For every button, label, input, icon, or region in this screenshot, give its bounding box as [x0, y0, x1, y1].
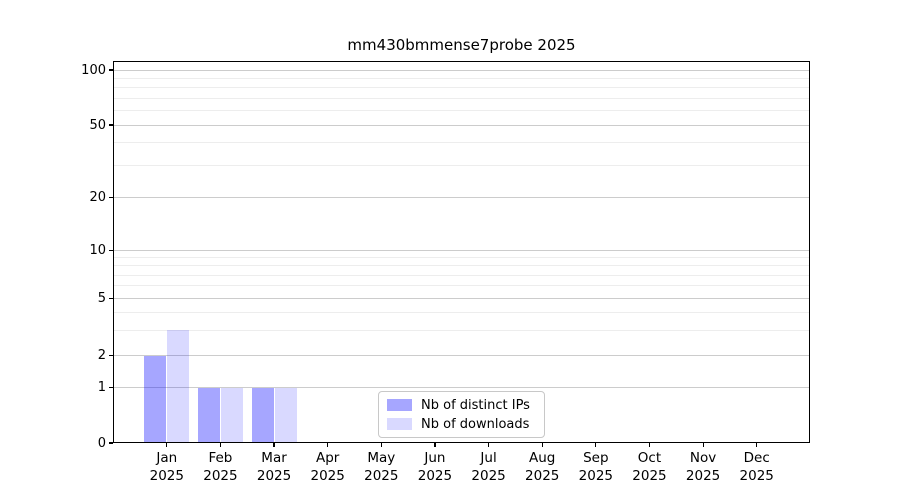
- y-tick-label: 10: [89, 243, 106, 258]
- x-tick: [487, 443, 490, 447]
- y-tick: [109, 442, 113, 444]
- bar-downloads-month-3: [274, 387, 297, 443]
- y-tick: [109, 69, 113, 71]
- x-tick-label: Feb 2025: [203, 450, 238, 484]
- x-tick-label: Sep 2025: [578, 450, 613, 484]
- legend-label-downloads: Nb of downloads: [421, 416, 530, 432]
- y-minor-gridline: [114, 164, 809, 166]
- bar-downloads-month-1: [167, 330, 190, 443]
- legend-label-distinct-ips: Nb of distinct IPs: [421, 397, 530, 413]
- x-tick-label: Jun 2025: [417, 450, 453, 484]
- x-tick-label: May 2025: [364, 450, 399, 484]
- legend-swatch-distinct-ips: [387, 399, 412, 411]
- x-tick-label: Apr 2025: [310, 450, 345, 484]
- y-tick: [109, 124, 113, 126]
- y-major-gridline: [114, 250, 809, 251]
- y-tick: [109, 249, 113, 252]
- x-tick: [327, 443, 329, 447]
- x-tick: [219, 443, 222, 447]
- y-minor-gridline: [114, 329, 809, 331]
- y-minor-gridline: [114, 97, 809, 99]
- x-tick-label: Dec 2025: [739, 450, 774, 484]
- x-tick: [648, 443, 651, 447]
- y-minor-gridline: [114, 285, 809, 287]
- y-minor-gridline: [114, 311, 809, 313]
- axes-frame: [113, 61, 810, 443]
- y-major-gridline: [114, 298, 809, 299]
- bar-distinct-ips-month-2: [197, 387, 220, 443]
- legend-swatch-downloads: [387, 418, 412, 430]
- y-minor-gridline: [114, 265, 809, 267]
- y-major-gridline: [114, 355, 809, 356]
- x-tick-label: Nov 2025: [685, 450, 721, 484]
- y-minor-gridline: [114, 142, 809, 144]
- x-tick-label: Jul 2025: [471, 450, 506, 484]
- legend-item-distinct-ips: Nb of distinct IPs: [387, 397, 536, 413]
- y-minor-gridline: [114, 110, 809, 112]
- y-major-gridline: [114, 387, 809, 388]
- y-major-gridline: [114, 197, 809, 198]
- x-tick: [541, 443, 543, 447]
- y-tick: [109, 354, 113, 357]
- x-tick: [166, 443, 168, 447]
- x-tick: [756, 443, 758, 447]
- y-tick-label: 1: [97, 380, 106, 395]
- y-tick: [109, 297, 113, 300]
- x-tick-label: Jan 2025: [149, 450, 184, 484]
- y-tick-label: 2: [97, 348, 106, 363]
- y-minor-gridline: [114, 274, 809, 276]
- x-tick-label: Aug 2025: [525, 450, 560, 484]
- x-tick: [273, 443, 275, 447]
- x-tick: [595, 443, 597, 447]
- x-tick: [380, 443, 382, 447]
- y-tick: [109, 386, 113, 389]
- y-major-gridline: [114, 124, 809, 126]
- bar-distinct-ips-month-3: [251, 387, 274, 443]
- x-tick: [702, 443, 704, 447]
- y-tick-label: 20: [89, 190, 106, 205]
- y-minor-gridline: [114, 257, 809, 259]
- legend: Nb of distinct IPs Nb of downloads: [378, 391, 545, 438]
- y-major-gridline: [114, 69, 809, 71]
- x-tick-label: Oct 2025: [632, 450, 667, 484]
- y-tick: [109, 196, 113, 199]
- x-tick-label: Mar 2025: [256, 450, 292, 484]
- y-tick-label: 5: [97, 291, 106, 306]
- y-minor-gridline: [114, 87, 809, 89]
- y-tick-label: 100: [81, 62, 106, 78]
- y-tick-label: 0: [97, 435, 106, 451]
- bar-downloads-month-2: [220, 387, 243, 443]
- x-tick: [434, 443, 436, 447]
- y-minor-gridline: [114, 77, 809, 79]
- bar-distinct-ips-month-1: [144, 355, 167, 443]
- y-tick-label: 50: [89, 117, 106, 133]
- chart-title: mm430bmmense7probe 2025: [347, 36, 576, 54]
- legend-item-downloads: Nb of downloads: [387, 416, 536, 432]
